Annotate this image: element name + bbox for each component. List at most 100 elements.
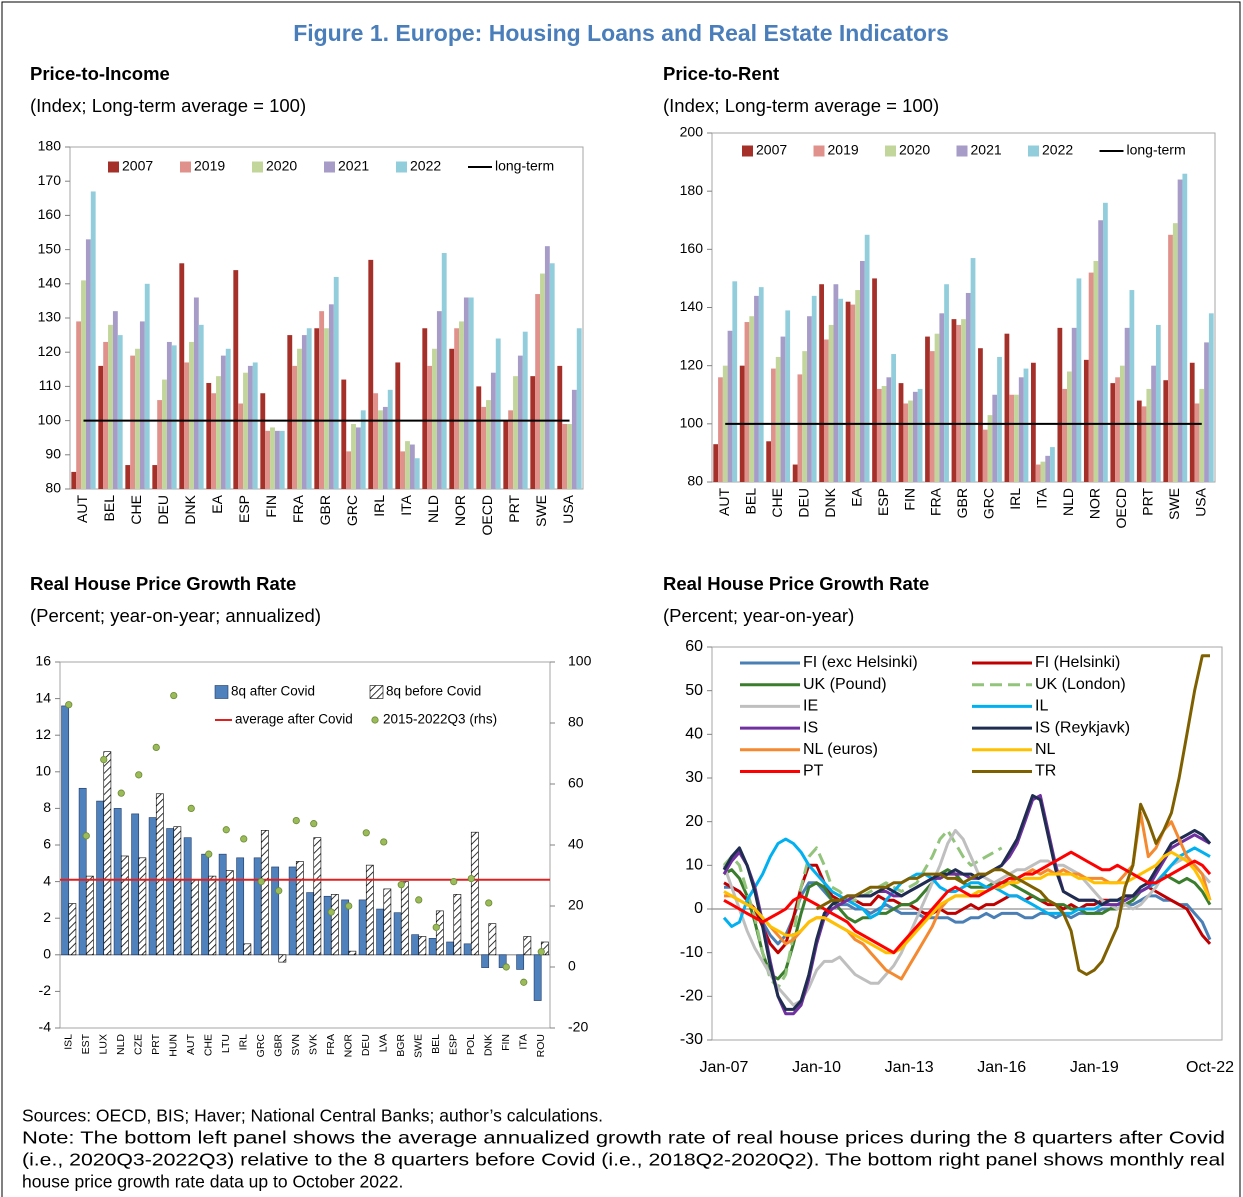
bar: [113, 808, 122, 956]
bar: [206, 382, 212, 489]
bar: [1083, 359, 1089, 482]
bar: [503, 420, 509, 489]
y-tick-label: 10: [35, 763, 51, 779]
bar: [247, 365, 253, 489]
bar: [864, 234, 870, 482]
bar: [78, 787, 87, 956]
bar: [446, 941, 455, 956]
bar: [727, 330, 733, 482]
x-tick-label: SWE: [413, 1034, 425, 1058]
bar: [155, 793, 164, 956]
bar: [216, 376, 221, 489]
x-tick-label: NLD: [1060, 488, 1076, 516]
bar: [61, 705, 70, 956]
y-tick-label: 60: [685, 638, 703, 655]
y-tick-label: 40: [685, 726, 703, 743]
bar: [436, 311, 442, 489]
legend-swatch: [214, 685, 229, 699]
bar: [1093, 260, 1099, 482]
plot-frame: [711, 646, 1223, 1041]
bar: [1067, 371, 1072, 482]
y2-tick-label: 60: [568, 775, 584, 791]
scatter-point: [467, 874, 475, 883]
legend-swatch: [885, 145, 896, 157]
x-tick-label: DNK: [182, 494, 198, 524]
bar: [112, 311, 118, 489]
x-tick-label: FIN: [263, 495, 279, 518]
bar: [441, 253, 447, 489]
x-tick-label: CHE: [769, 488, 785, 518]
bar: [243, 372, 248, 489]
legend-swatch: [252, 161, 263, 173]
bar: [780, 336, 786, 482]
legend-swatch: [396, 161, 407, 173]
x-tick-label: CZE: [133, 1034, 145, 1055]
y-tick-label: 0: [43, 946, 51, 962]
y2-tick-label: 0: [568, 958, 576, 974]
y-tick-label: -10: [680, 944, 703, 961]
bar: [324, 328, 329, 489]
bar: [292, 365, 298, 489]
bar: [418, 936, 427, 956]
bar: [98, 365, 104, 489]
bar: [383, 888, 392, 956]
x-tick-label: LUX: [98, 1034, 110, 1054]
bar: [435, 910, 444, 956]
bar: [341, 379, 347, 489]
bar: [278, 954, 287, 963]
bar: [549, 263, 555, 489]
bar: [1076, 278, 1082, 482]
y-tick-label: 10: [685, 857, 703, 874]
y2-tick-label: 80: [568, 714, 584, 730]
bar: [925, 336, 930, 482]
panel-title: Price-to-Rent: [663, 63, 779, 84]
bar: [260, 830, 269, 956]
bar: [944, 284, 949, 482]
line-series: [722, 794, 1212, 1011]
bar: [775, 356, 781, 482]
legend-label: IS (Reykjavk): [1035, 719, 1130, 736]
bar: [453, 894, 462, 956]
x-tick-label: Oct-22: [1186, 1059, 1234, 1076]
scatter-point: [485, 899, 493, 907]
x-tick-label: Jan-13: [885, 1059, 934, 1076]
y-tick-label: 150: [38, 240, 62, 256]
bar: [138, 857, 147, 956]
legend-label: TR: [1035, 763, 1056, 780]
x-tick-label: ITA: [1034, 487, 1050, 508]
bar: [898, 383, 904, 482]
bar: [382, 406, 388, 489]
bar: [135, 348, 140, 489]
x-tick-label: FIN: [500, 1034, 512, 1051]
y-tick-label: 4: [43, 872, 51, 888]
bar: [313, 837, 322, 956]
legend-swatch: [813, 145, 825, 157]
bar: [517, 355, 523, 489]
bar: [516, 954, 525, 970]
bar: [859, 260, 865, 482]
bar: [1018, 377, 1024, 482]
bar: [486, 400, 491, 489]
bar: [481, 954, 490, 968]
bar: [785, 310, 791, 482]
bar: [891, 354, 896, 482]
bar: [409, 444, 415, 489]
y-tick-label: 120: [680, 356, 704, 372]
legend-label: long-term: [495, 158, 554, 174]
bar: [956, 324, 962, 482]
x-tick-label: PRT: [506, 495, 522, 523]
bar: [279, 430, 285, 489]
bar: [103, 751, 112, 956]
bar: [400, 451, 406, 489]
legend-swatch: [369, 685, 384, 699]
bar: [576, 328, 582, 489]
note-line: (i.e., 2020Q3-2022Q3) relative to the 8 …: [22, 1150, 1225, 1170]
bar: [811, 295, 817, 482]
bar: [876, 388, 882, 482]
y-tick-label: 120: [38, 343, 62, 359]
bar: [488, 923, 497, 956]
bar: [171, 345, 177, 489]
bar: [189, 341, 194, 489]
bar: [732, 281, 738, 482]
